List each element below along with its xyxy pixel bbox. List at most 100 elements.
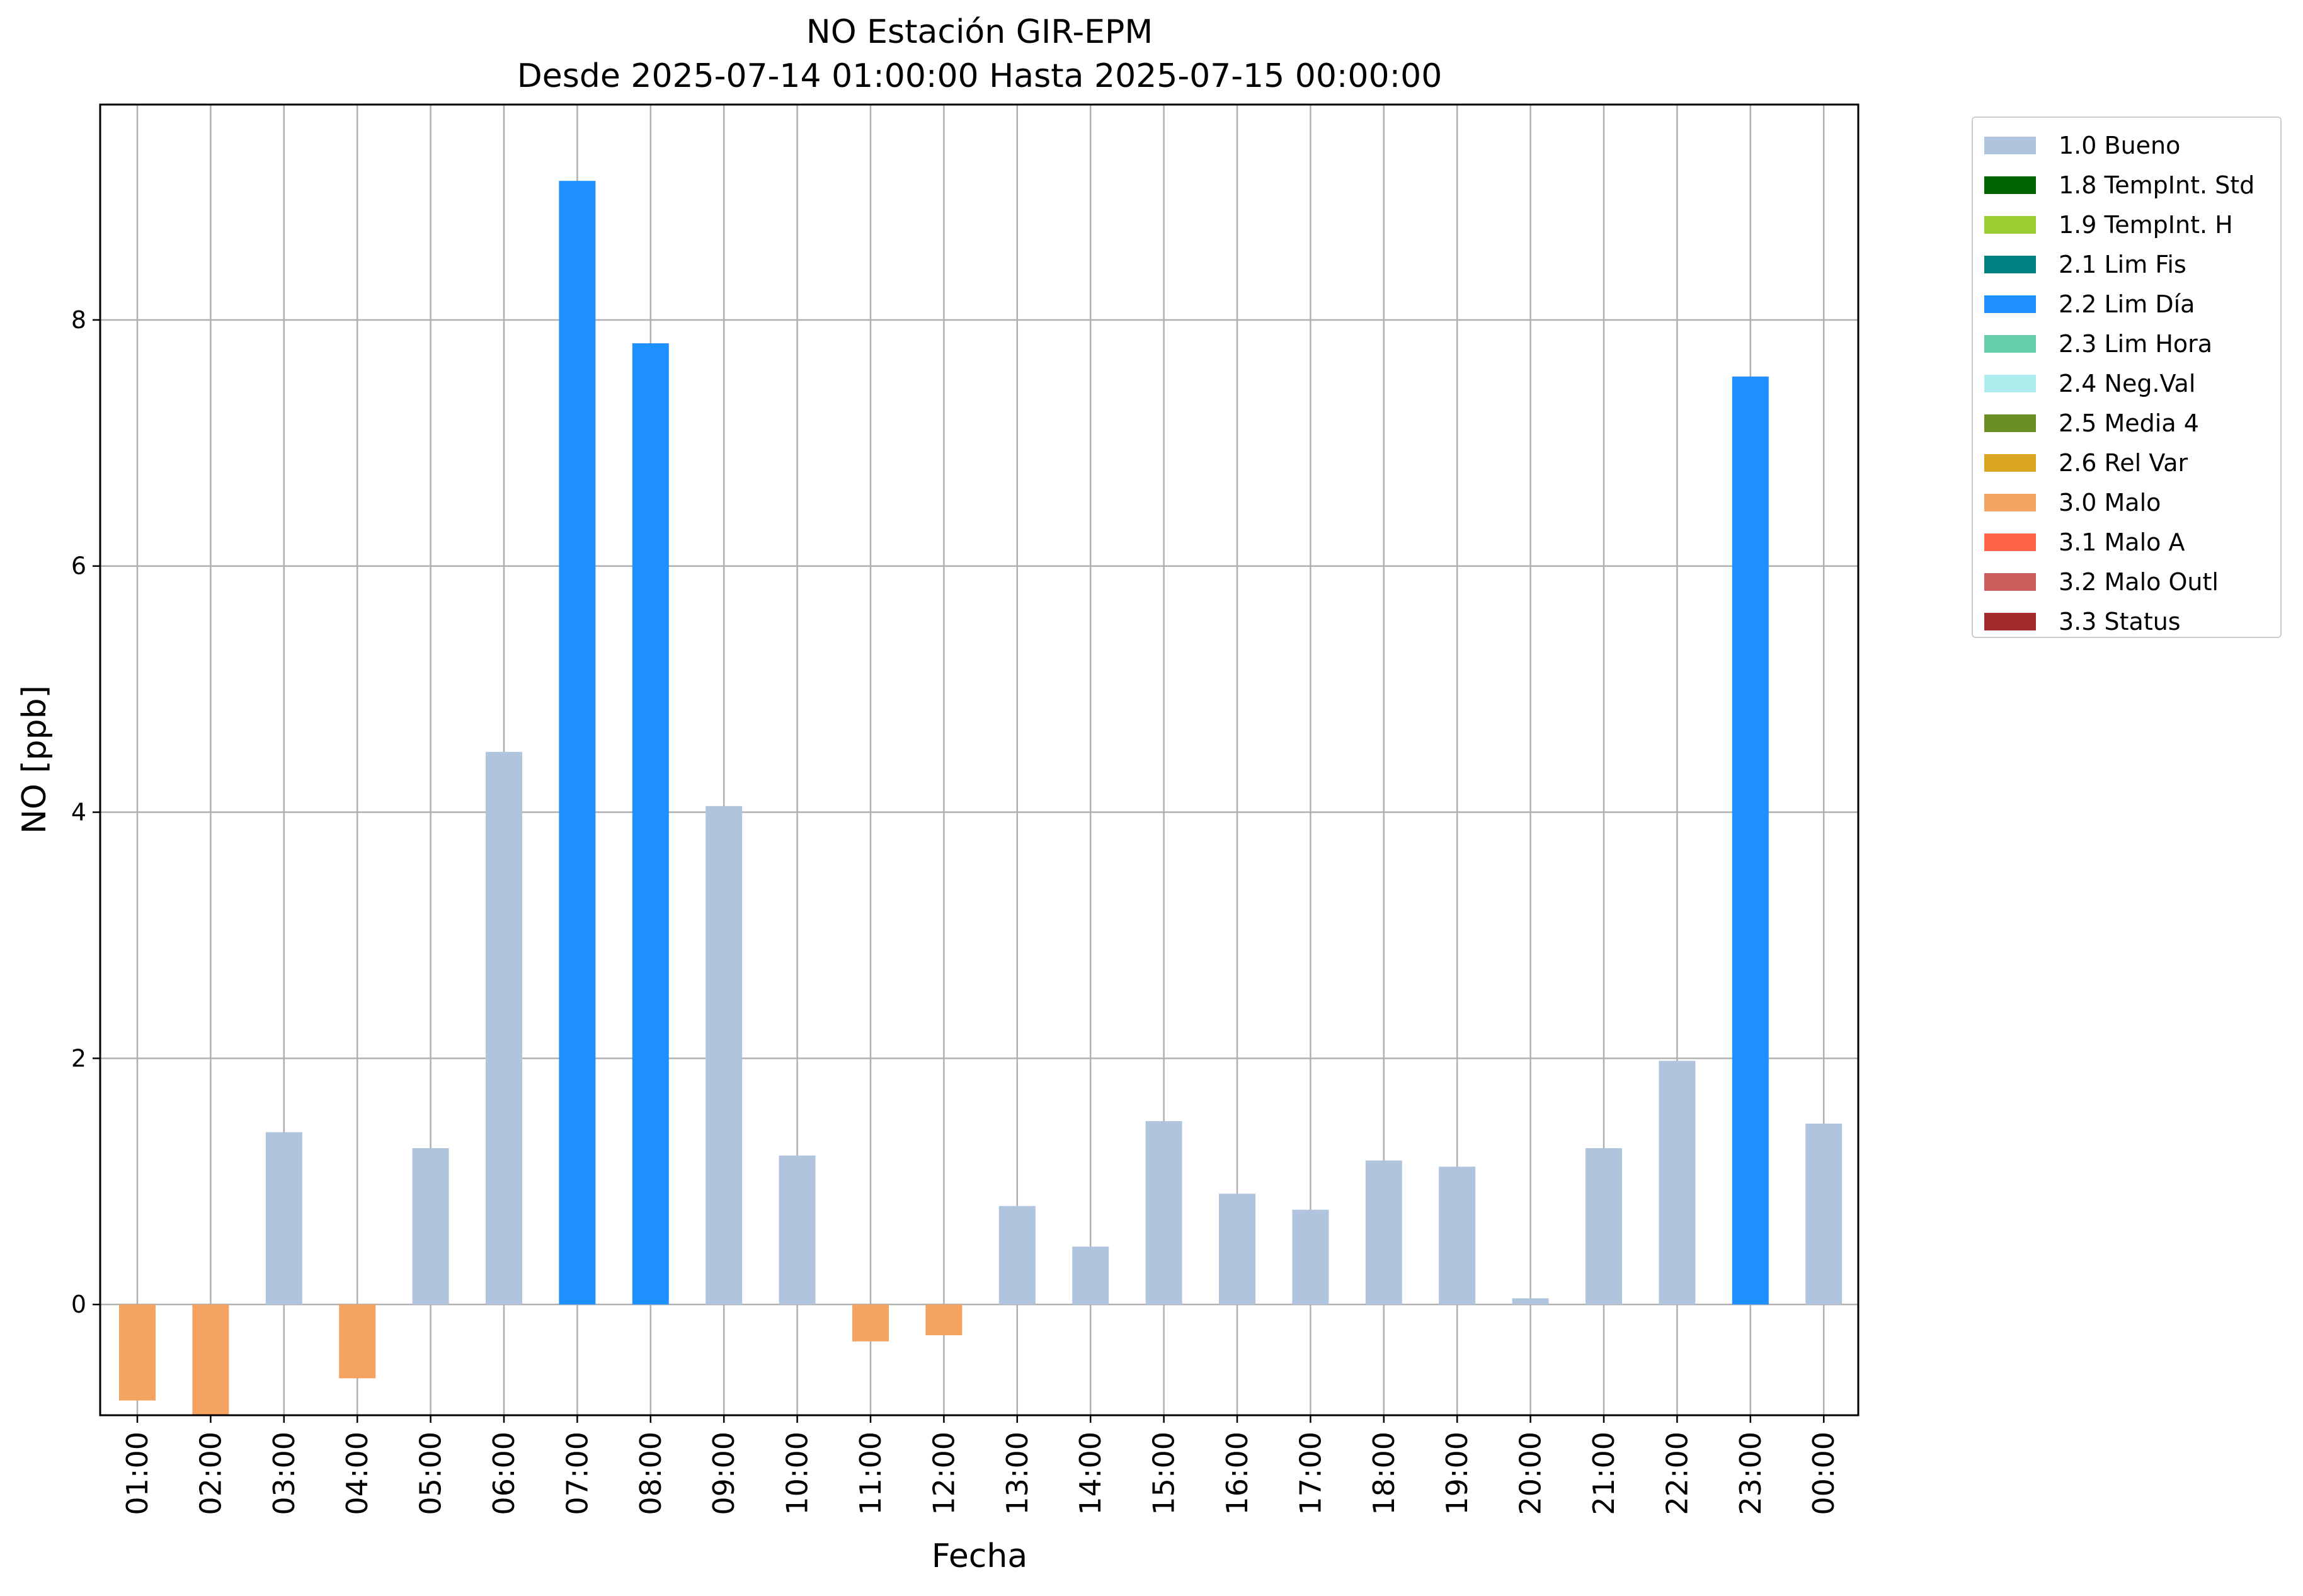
x-tick-label: 13:00	[1000, 1432, 1034, 1515]
y-tick-label: 4	[71, 799, 86, 826]
x-tick-label: 08:00	[634, 1432, 668, 1515]
legend-item: 1.9 TempInt. H	[1973, 205, 2280, 244]
x-tick-label: 19:00	[1440, 1432, 1474, 1515]
legend-swatch	[1984, 573, 2036, 591]
legend-swatch	[1984, 612, 2036, 630]
bar	[265, 1132, 302, 1305]
legend-label: 1.8 TempInt. Std	[2059, 171, 2255, 199]
legend-label: 2.4 Neg.Val	[2059, 369, 2196, 397]
x-tick-label: 00:00	[1807, 1432, 1841, 1515]
legend-item: 2.5 Media 4	[1973, 403, 2280, 443]
bar	[339, 1304, 376, 1379]
legend-item: 2.1 Lim Fis	[1973, 244, 2280, 284]
legend-item: 2.4 Neg.Val	[1973, 363, 2280, 403]
x-tick-label: 06:00	[487, 1432, 521, 1515]
y-axis-label: NO [ppb]	[16, 685, 54, 834]
legend-label: 3.2 Malo Outl	[2059, 567, 2219, 596]
axis-ticks: 01:00 02:00 03:00 04:00 05:00 06:00 07:00 08:00…	[71, 306, 1841, 1515]
x-tick-label: 21:00	[1587, 1432, 1621, 1515]
bar	[1292, 1209, 1329, 1305]
chart-title: NO Estación GIR-EPM	[806, 13, 1153, 51]
bar	[1586, 1148, 1622, 1305]
legend-item: 3.0 Malo	[1973, 482, 2280, 522]
legend-label: 1.0 Bueno	[2059, 131, 2181, 159]
bars	[119, 181, 1843, 1415]
legend-label: 2.5 Media 4	[2059, 409, 2199, 437]
x-tick-label: 11:00	[854, 1432, 888, 1515]
bar	[1512, 1298, 1549, 1305]
legend-swatch	[1984, 414, 2036, 432]
bar	[706, 806, 743, 1305]
legend-swatch	[1984, 453, 2036, 472]
legend-swatch	[1984, 533, 2036, 551]
legend-label: 2.1 Lim Fis	[2059, 250, 2186, 278]
bar	[119, 1304, 156, 1401]
bar	[192, 1304, 229, 1415]
legend-swatch	[1984, 255, 2036, 273]
x-tick-label: 20:00	[1514, 1432, 1548, 1515]
y-tick-label: 0	[71, 1291, 86, 1318]
x-tick-label: 16:00	[1220, 1432, 1254, 1515]
bar	[779, 1155, 816, 1305]
x-tick-label: 09:00	[707, 1432, 741, 1515]
bar	[925, 1304, 963, 1335]
bar	[1072, 1246, 1109, 1305]
bar	[852, 1304, 889, 1342]
legend-item: 2.6 Rel Var	[1973, 443, 2280, 482]
x-tick-label: 10:00	[780, 1432, 814, 1515]
legend: 1.0 Bueno 1.8 TempInt. Std 1.9 TempInt. H 2…	[1972, 117, 2282, 638]
legend-item: 3.1 Malo A	[1973, 522, 2280, 562]
bar	[1219, 1194, 1255, 1305]
x-tick-label: 07:00	[560, 1432, 594, 1515]
x-tick-label: 18:00	[1367, 1432, 1401, 1515]
bar	[1145, 1120, 1182, 1305]
x-tick-label: 03:00	[267, 1432, 301, 1515]
legend-item: 1.0 Bueno	[1973, 125, 2280, 165]
legend-swatch	[1984, 176, 2036, 194]
bar	[1365, 1160, 1402, 1305]
x-tick-label: 01:00	[120, 1432, 154, 1515]
x-tick-label: 02:00	[193, 1432, 227, 1515]
legend-label: 3.3 Status	[2059, 607, 2181, 636]
legend-swatch	[1984, 215, 2036, 234]
bar	[1732, 376, 1769, 1305]
plot-frame	[99, 103, 1860, 1416]
legend-item: 1.8 TempInt. Std	[1973, 165, 2280, 205]
legend-swatch	[1984, 136, 2036, 154]
legend-item: 2.2 Lim Día	[1973, 284, 2280, 324]
bar	[1805, 1123, 1843, 1305]
chart-subtitle: Desde 2025-07-14 01:00:00 Hasta 2025-07-…	[517, 57, 1443, 95]
legend-swatch	[1984, 493, 2036, 511]
legend-item: 2.3 Lim Hora	[1973, 324, 2280, 363]
legend-label: 3.1 Malo A	[2059, 528, 2185, 556]
x-tick-label: 05:00	[414, 1432, 448, 1515]
x-axis-label: Fecha	[932, 1537, 1027, 1575]
legend-swatch	[1984, 334, 2036, 353]
legend-item: 3.2 Malo Outl	[1973, 562, 2280, 601]
x-tick-label: 17:00	[1293, 1432, 1327, 1515]
y-tick-label: 2	[71, 1044, 86, 1072]
legend-label: 2.6 Rel Var	[2059, 448, 2188, 477]
legend-swatch	[1984, 374, 2036, 392]
bar	[1439, 1166, 1476, 1305]
bar	[559, 181, 596, 1305]
y-tick-label: 8	[71, 306, 86, 334]
bar	[486, 751, 522, 1305]
bar	[1659, 1061, 1696, 1305]
y-tick-label: 6	[71, 552, 86, 580]
bar	[632, 343, 669, 1305]
legend-item: 3.3 Status	[1973, 601, 2280, 641]
legend-label: 1.9 TempInt. H	[2059, 210, 2233, 239]
legend-label: 2.3 Lim Hora	[2059, 329, 2213, 358]
x-tick-label: 04:00	[340, 1432, 374, 1515]
legend-label: 2.2 Lim Día	[2059, 290, 2195, 318]
legend-label: 3.0 Malo	[2059, 488, 2161, 516]
legend-swatch	[1984, 295, 2036, 313]
x-tick-label: 15:00	[1147, 1432, 1181, 1515]
x-tick-label: 14:00	[1073, 1432, 1107, 1515]
bar	[412, 1148, 449, 1305]
x-tick-label: 12:00	[927, 1432, 961, 1515]
x-tick-label: 23:00	[1734, 1432, 1768, 1515]
bar	[998, 1206, 1036, 1305]
